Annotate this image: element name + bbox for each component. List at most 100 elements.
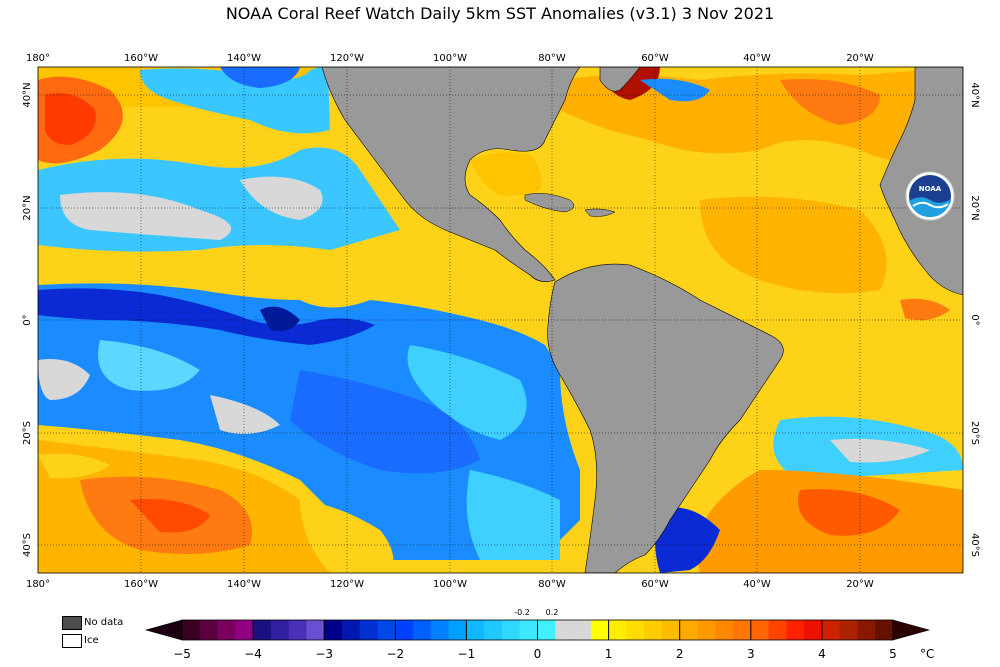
colorbar-cell xyxy=(573,620,592,640)
colorbar-tick-label: 0 xyxy=(534,647,542,661)
colorbar-cell xyxy=(306,620,325,640)
colorbar-cell xyxy=(501,620,521,640)
colorbar-tick-label: −1 xyxy=(458,647,476,661)
ice-swatch xyxy=(62,634,82,648)
colorbar-arrow-high xyxy=(892,619,931,641)
lon-tick-bottom: 160°W xyxy=(124,579,158,590)
colorbar-tick-label: −3 xyxy=(315,647,333,661)
lon-tick-top: 100°W xyxy=(433,53,467,64)
lat-tick-left: 20°N xyxy=(22,195,33,220)
colorbar-cell xyxy=(377,620,396,640)
lat-tick-right: 0° xyxy=(969,314,980,325)
lon-tick-top: 80°W xyxy=(538,53,566,64)
latitude-ticks-left: 40°N 20°N 0° 20°S 40°S xyxy=(22,82,33,557)
graticule xyxy=(38,67,963,573)
lat-tick-right: 40°N xyxy=(969,82,980,107)
lon-tick-top: 140°W xyxy=(227,53,261,64)
map-area xyxy=(38,67,963,573)
colorbar-tick-label: 3 xyxy=(747,647,755,661)
lon-tick-bottom: 140°W xyxy=(227,579,261,590)
colorbar-cell xyxy=(288,620,307,640)
colorbar-cell xyxy=(555,620,574,640)
lat-tick-right: 20°N xyxy=(969,195,980,220)
colorbar-cell xyxy=(786,620,805,640)
greenland-edge xyxy=(599,67,641,92)
colorbar-cell xyxy=(644,620,663,640)
lat-tick-right: 20°S xyxy=(969,421,980,445)
colorbar-cell xyxy=(324,620,343,640)
lon-tick-top: 40°W xyxy=(743,53,771,64)
colorbar-cell xyxy=(466,620,485,640)
colorbar-cell xyxy=(519,620,538,640)
colorbar-cell xyxy=(715,620,734,640)
lon-tick-top: 60°W xyxy=(641,53,669,64)
map-frame xyxy=(37,66,964,574)
lat-tick-left: 40°S xyxy=(22,533,33,557)
longitude-ticks-top: 180° 160°W 140°W 120°W 100°W 80°W 60°W 40°W 20°W xyxy=(26,53,874,64)
svg-text:NOAA: NOAA xyxy=(919,185,942,193)
hispaniola xyxy=(584,208,616,217)
colorbar-cell xyxy=(821,620,841,640)
colorbar-cell xyxy=(537,620,556,640)
lat-tick-left: 40°N xyxy=(22,82,33,107)
colorbar-cell xyxy=(341,620,361,640)
colorbar-cell xyxy=(395,620,414,640)
colorbar-unit: °C xyxy=(920,647,934,661)
colorbar-cell xyxy=(199,620,219,640)
ice-label: Ice xyxy=(84,635,99,646)
colorbar-cell xyxy=(679,620,698,640)
colorbar-cell xyxy=(413,620,432,640)
colorbar-cell xyxy=(875,620,894,640)
colorbar-cell xyxy=(235,620,254,640)
nodata-swatch xyxy=(62,616,82,630)
colorbar-tick-label: 1 xyxy=(605,647,613,661)
cold-tongue-core xyxy=(38,288,375,345)
colorbar-small-label: -0.2 xyxy=(514,608,530,617)
colorbar-cell xyxy=(430,620,450,640)
colorbar-frame xyxy=(181,619,894,641)
colorbar-cell xyxy=(839,620,858,640)
colorbar-tick-label: −5 xyxy=(173,647,191,661)
colorbar-cell xyxy=(697,620,716,640)
colorbar-cell xyxy=(217,620,236,640)
colorbar-cell xyxy=(359,620,379,640)
lat-tick-left: 20°S xyxy=(22,421,33,445)
colorbar-cell xyxy=(590,620,610,640)
colorbar-tick-label: −4 xyxy=(244,647,262,661)
colorbar-cell xyxy=(661,620,681,640)
nodata-label: No data xyxy=(84,617,124,628)
lon-tick-bottom: 120°W xyxy=(330,579,364,590)
lon-tick-top: 120°W xyxy=(330,53,364,64)
colorbar-cell xyxy=(182,620,201,640)
colorbar-cell xyxy=(804,620,823,640)
colorbar-cell xyxy=(484,620,503,640)
lon-tick-bottom: 40°W xyxy=(743,579,771,590)
colorbar-tick-label: 2 xyxy=(676,647,684,661)
colorbar-cell xyxy=(626,620,645,640)
colorbar-cell xyxy=(270,620,290,640)
lon-tick-bottom: 60°W xyxy=(641,579,669,590)
colorbar-cell xyxy=(857,620,876,640)
lat-tick-right: 40°S xyxy=(969,533,980,557)
noaa-logo: NOAA xyxy=(905,171,955,221)
colorbar-cell xyxy=(608,620,627,640)
colorbar-tick-label: 5 xyxy=(889,647,897,661)
map-title: NOAA Coral Reef Watch Daily 5km SST Anom… xyxy=(225,4,775,23)
lon-tick-top: 180° xyxy=(26,53,50,64)
colorbar-tick-label: −2 xyxy=(386,647,404,661)
lon-tick-bottom: 20°W xyxy=(846,579,874,590)
lon-tick-top: 20°W xyxy=(846,53,874,64)
lon-tick-top: 160°W xyxy=(124,53,158,64)
latitude-ticks-right: 40°N 20°N 0° 20°S 40°S xyxy=(969,82,980,557)
south-america xyxy=(547,263,784,573)
colorbar-cell xyxy=(253,620,272,640)
colorbar-small-label: 0.2 xyxy=(546,608,559,617)
colorbar-cell xyxy=(768,620,787,640)
lon-tick-bottom: 100°W xyxy=(433,579,467,590)
npac-cool-band xyxy=(140,67,330,134)
colorbar-arrow-low xyxy=(144,619,183,641)
longitude-ticks-bottom: 180° 160°W 140°W 120°W 100°W 80°W 60°W 40°W 20°W xyxy=(26,579,874,590)
colorbar-cell xyxy=(448,620,467,640)
cuba xyxy=(524,193,575,213)
